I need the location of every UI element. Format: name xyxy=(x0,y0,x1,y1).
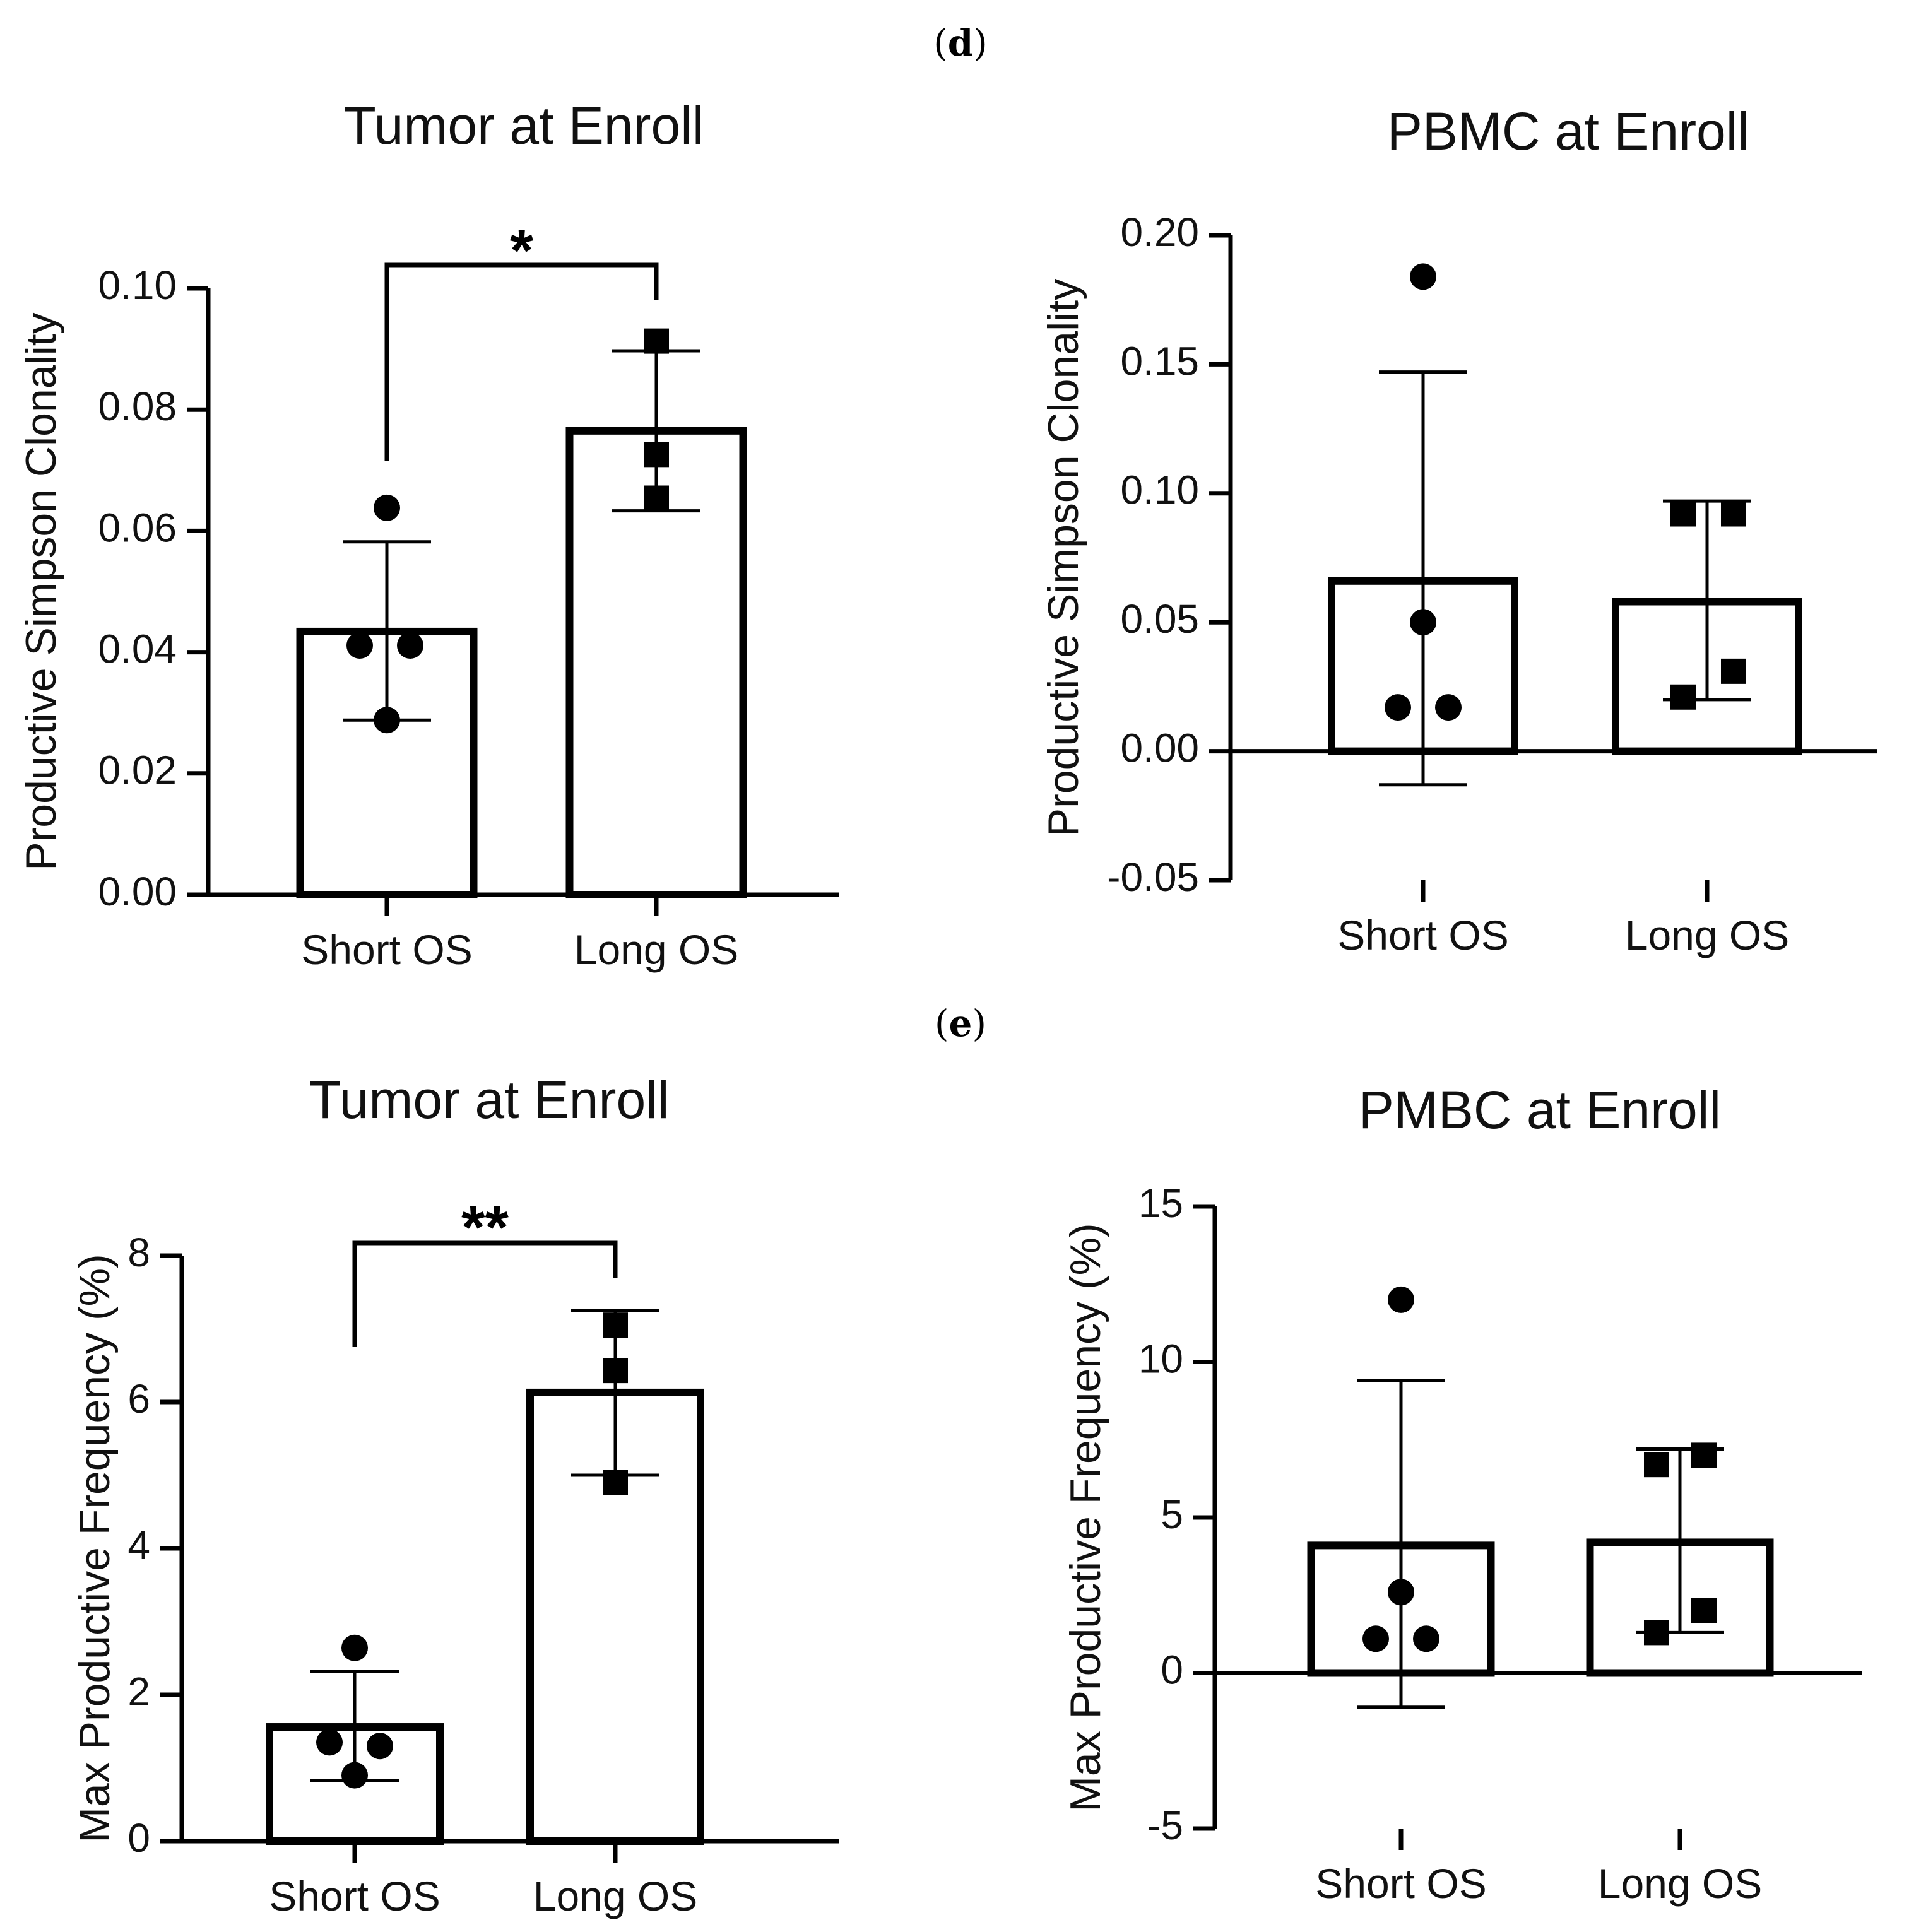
chart-title: PBMC at Enroll xyxy=(1387,102,1749,161)
y-tick-label: 10 xyxy=(1138,1336,1183,1381)
y-tick-label: 0.08 xyxy=(98,384,177,429)
y-tick-label: 0.00 xyxy=(1120,726,1199,771)
y-tick-label: -5 xyxy=(1147,1803,1183,1848)
data-point-square xyxy=(644,328,669,354)
charts-root: Tumor at Enroll Productive Simpson Clonal… xyxy=(17,96,1877,1919)
y-axis-label: Productive Simpson Clonality xyxy=(1039,279,1087,837)
data-point-square xyxy=(644,442,669,468)
significance-bracket xyxy=(352,1240,618,1347)
chart-2: PBMC at Enroll Productive Simpson Clonali… xyxy=(1039,102,1877,958)
data-point-square xyxy=(1644,1620,1669,1646)
significance-label: * xyxy=(510,217,534,285)
data-point-square xyxy=(1721,658,1746,684)
y-tick-label: 0 xyxy=(127,1815,150,1861)
chart-title: Tumor at Enroll xyxy=(309,1070,669,1129)
y-axis-label: Productive Simpson Clonality xyxy=(17,312,65,870)
data-point-square xyxy=(603,1358,628,1384)
y-tick-label: 0.00 xyxy=(98,869,177,914)
data-point-circle xyxy=(1388,1286,1414,1313)
data-point-circle xyxy=(374,494,400,521)
x-tick-label: Long OS xyxy=(1598,1860,1763,1907)
x-tick-label: Long OS xyxy=(533,1873,698,1919)
y-tick-label: 8 xyxy=(127,1230,150,1275)
y-tick-label: 0.15 xyxy=(1120,338,1199,384)
data-point-circle xyxy=(367,1733,393,1760)
chart-title: PMBC at Enroll xyxy=(1359,1080,1721,1140)
significance-label: ** xyxy=(461,1194,509,1261)
data-point-square xyxy=(644,485,669,511)
data-point-circle xyxy=(397,632,423,659)
x-tick-label: Long OS xyxy=(574,926,739,973)
data-point-square xyxy=(1721,501,1746,527)
x-tick-label: Short OS xyxy=(1315,1860,1486,1907)
y-tick-label: 2 xyxy=(127,1669,150,1714)
x-tick-label: Short OS xyxy=(269,1873,440,1919)
y-tick-label: 15 xyxy=(1138,1181,1183,1226)
data-point-circle xyxy=(1362,1625,1389,1652)
data-point-square xyxy=(1691,1598,1717,1623)
data-point-square xyxy=(1670,501,1696,527)
y-axis-label: Max Productive Frequency (%) xyxy=(71,1254,119,1842)
data-point-circle xyxy=(346,632,373,659)
x-tick-label: Long OS xyxy=(1625,912,1790,958)
data-point-square xyxy=(603,1470,628,1495)
y-tick-label: 0.02 xyxy=(98,748,177,793)
panel-label-e: (e) xyxy=(935,1002,986,1045)
chart-title: Tumor at Enroll xyxy=(343,96,704,155)
y-tick-label: 0.04 xyxy=(98,627,177,672)
y-tick-label: 0.05 xyxy=(1120,596,1199,642)
x-tick-label: Short OS xyxy=(1337,912,1508,958)
y-tick-label: 0.10 xyxy=(98,262,177,308)
data-point-circle xyxy=(1410,609,1436,636)
data-point-square xyxy=(1670,684,1696,710)
y-tick-label: 0.10 xyxy=(1120,468,1199,513)
data-point-circle xyxy=(1385,694,1411,721)
data-point-circle xyxy=(374,707,400,734)
chart-3: Tumor at Enroll Max Productive Frequency … xyxy=(71,1070,839,1919)
significance-bracket xyxy=(384,262,659,461)
y-tick-label: -0.05 xyxy=(1107,854,1199,900)
chart-1: Tumor at Enroll Productive Simpson Clonal… xyxy=(17,96,839,973)
y-tick-label: 0.06 xyxy=(98,505,177,550)
y-tick-label: 0 xyxy=(1161,1647,1183,1692)
y-tick-label: 4 xyxy=(127,1523,150,1568)
data-point-circle xyxy=(1410,263,1436,290)
y-tick-label: 0.20 xyxy=(1120,209,1199,255)
data-point-circle xyxy=(1435,694,1462,721)
data-point-circle xyxy=(316,1729,343,1756)
x-tick-label: Short OS xyxy=(301,926,472,973)
y-tick-label: 6 xyxy=(127,1376,150,1422)
data-point-square xyxy=(1644,1452,1669,1478)
data-point-circle xyxy=(1413,1625,1439,1652)
y-axis-label: Max Productive Frequency (%) xyxy=(1061,1223,1109,1811)
y-tick-label: 5 xyxy=(1161,1492,1183,1537)
data-point-circle xyxy=(341,1634,368,1661)
data-point-square xyxy=(1691,1442,1717,1468)
data-point-circle xyxy=(1388,1579,1414,1606)
chart-4: PMBC at Enroll Max Productive Frequency (… xyxy=(1061,1080,1862,1907)
panel-label-d: (d) xyxy=(933,21,988,64)
data-point-square xyxy=(603,1312,628,1338)
data-point-circle xyxy=(341,1762,368,1789)
